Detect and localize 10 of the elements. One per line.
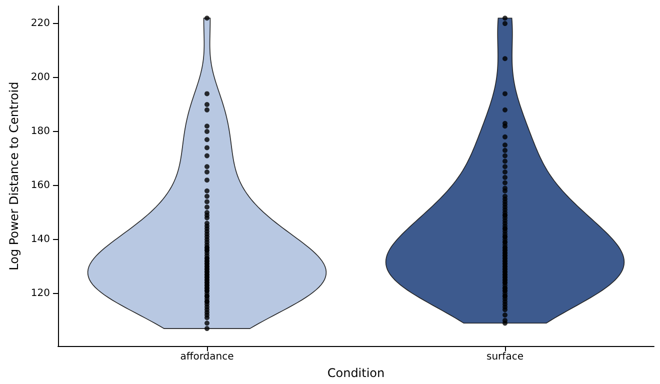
x-axis-title: Condition xyxy=(327,366,385,380)
x-tick-label: surface xyxy=(486,352,524,363)
y-tick-label: 220 xyxy=(30,18,50,30)
y-tick-label: 200 xyxy=(30,72,50,84)
y-tick-label: 120 xyxy=(30,288,50,299)
y-tick-label: 180 xyxy=(30,126,50,138)
y-tick-label: 140 xyxy=(30,234,50,245)
y-tick-label: 160 xyxy=(30,180,50,191)
y-axis-title: Log Power Distance to Centroid xyxy=(7,82,21,270)
x-tick-label: affordance xyxy=(180,352,234,363)
